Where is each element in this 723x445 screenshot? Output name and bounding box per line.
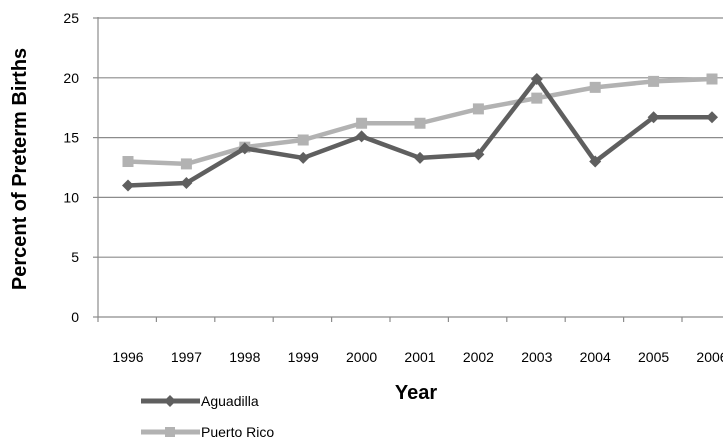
legend-marker-aguadilla [164,395,176,407]
legend: Aguadilla Puerto Rico [141,393,274,440]
y-tick-label-5: 5 [71,249,79,265]
y-tick-label-10: 10 [63,189,79,205]
y-tick-labels: 0 5 10 15 20 25 [63,10,79,325]
x-tick-label-2006: 2006 [696,349,723,365]
series-line-aguadilla [127,76,712,188]
point-aguadilla-2004[interactable] [589,155,602,168]
series-puerto-rico [122,73,718,170]
point-aguadilla-2006[interactable] [706,111,718,124]
x-tick-labels: 1996 1997 1998 1999 2000 2001 2002 2003 2004 2005… [112,349,723,365]
point-puerto-rico-1999[interactable] [297,134,309,146]
point-aguadilla-2005[interactable] [647,111,660,124]
y-tick-label-0: 0 [71,309,79,325]
point-puerto-rico-2001[interactable] [414,117,426,129]
point-aguadilla-2003[interactable] [530,72,543,85]
point-aguadilla-1996[interactable] [122,179,134,192]
point-puerto-rico-2003[interactable] [531,92,543,104]
x-tick-label-2003: 2003 [521,349,552,365]
legend-label-puerto-rico: Puerto Rico [201,424,274,440]
y-tick-label-15: 15 [63,130,79,146]
point-aguadilla-2000[interactable] [355,130,368,143]
point-puerto-rico-2005[interactable] [648,75,660,87]
point-aguadilla-2001[interactable] [414,151,426,164]
grid-lines [98,17,723,258]
x-tick-label-1996: 1996 [112,349,143,365]
point-aguadilla-1998[interactable] [238,142,251,155]
y-axis-title: Percent of Preterm Births [9,48,31,290]
legend-marker-puerto-rico [165,427,175,437]
point-aguadilla-2002[interactable] [472,148,485,161]
y-tick-label-20: 20 [63,70,79,86]
series-aguadilla [122,72,718,192]
point-puerto-rico-2004[interactable] [589,81,601,93]
legend-item-puerto-rico[interactable]: Puerto Rico [141,424,274,440]
point-puerto-rico-1996[interactable] [122,156,134,168]
point-puerto-rico-2006[interactable] [706,73,718,85]
x-tick-label-2000: 2000 [346,349,377,365]
point-aguadilla-1999[interactable] [297,151,310,164]
point-puerto-rico-2002[interactable] [472,103,484,115]
x-tick-label-1997: 1997 [171,349,202,365]
legend-label-aguadilla: Aguadilla [201,393,259,409]
x-tick-label-2005: 2005 [638,349,669,365]
x-tick-label-2002: 2002 [463,349,494,365]
y-tick-label-25: 25 [63,10,79,26]
axes [93,17,723,322]
series [122,72,718,192]
point-aguadilla-1997[interactable] [180,177,193,190]
x-tick-label-2001: 2001 [404,349,435,365]
point-puerto-rico-1997[interactable] [180,158,192,170]
x-tick-label-1998: 1998 [229,349,260,365]
x-tick-label-1999: 1999 [288,349,319,365]
x-axis-title: Year [395,382,437,404]
legend-item-aguadilla[interactable]: Aguadilla [141,393,259,409]
point-puerto-rico-2000[interactable] [356,117,368,129]
x-tick-label-2004: 2004 [580,349,611,365]
